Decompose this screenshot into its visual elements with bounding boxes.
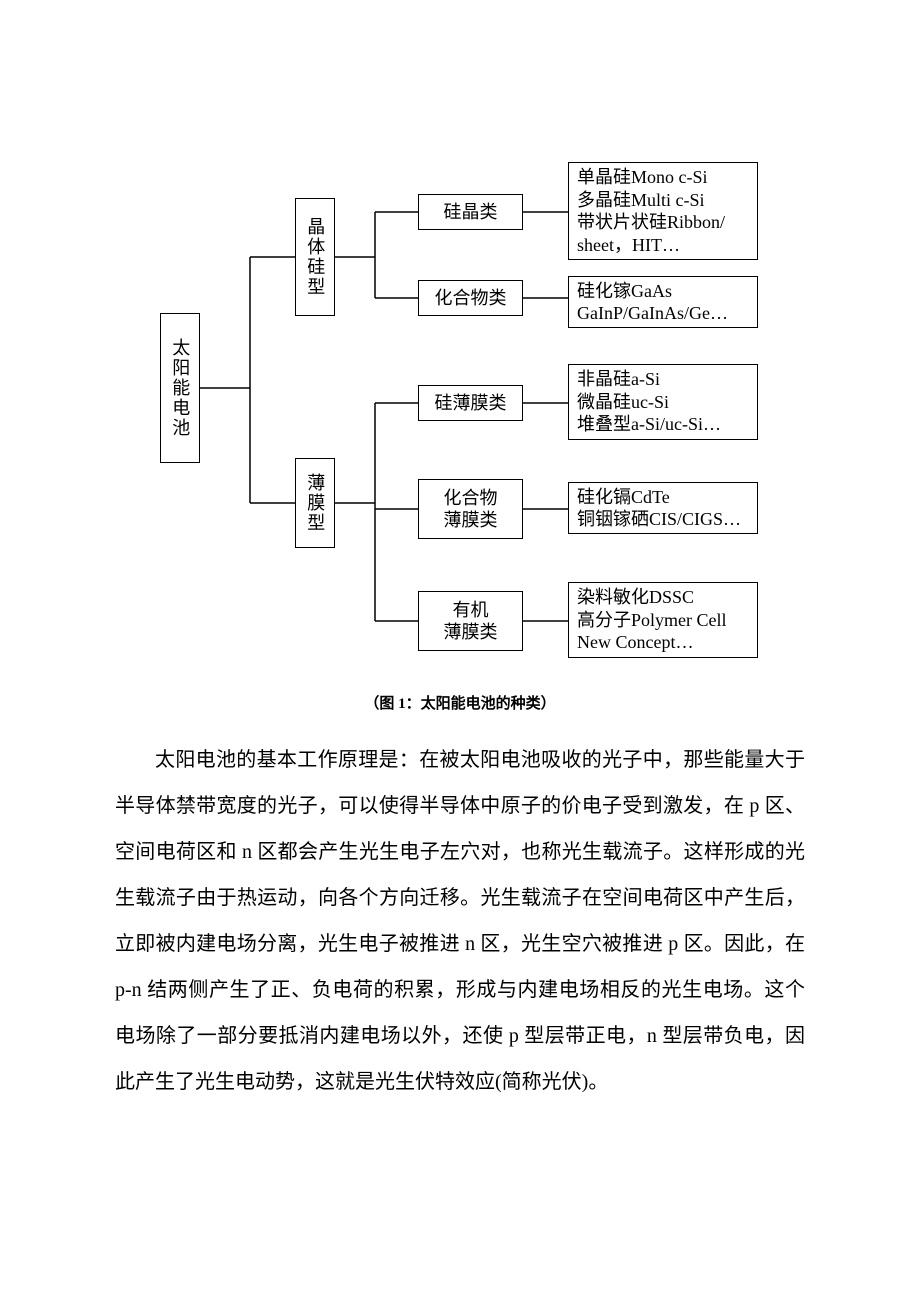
lf3-l0: 硅化镉CdTe: [577, 486, 741, 509]
lf1-l0: 硅化镓GaAs: [577, 280, 728, 303]
l2-3-line0: 化合物: [444, 488, 498, 508]
diagram-l1-1: 薄膜型: [295, 458, 335, 548]
lf0-l2: 带状片状硅Ribbon/: [577, 211, 725, 234]
lf4-l0: 染料敏化DSSC: [577, 586, 727, 609]
l2-4-line1: 薄膜类: [444, 622, 498, 642]
lf2-l2: 堆叠型a-Si/uc-Si…: [577, 413, 721, 436]
lf0-l1: 多晶硅Multi c-Si: [577, 189, 725, 212]
diagram-leaf-0: 单晶硅Mono c-Si 多晶硅Multi c-Si 带状片状硅Ribbon/ …: [568, 162, 758, 260]
solar-cell-diagram: 太阳能电池 晶体硅型 薄膜型 硅晶类 化合物类 硅薄膜类 化合物薄膜类 有机薄膜…: [160, 148, 760, 678]
diagram-leaf-3: 硅化镉CdTe 铜铟镓硒CIS/CIGS…: [568, 482, 758, 534]
lf3-l1: 铜铟镓硒CIS/CIGS…: [577, 508, 741, 531]
diagram-root: 太阳能电池: [160, 313, 200, 463]
lf0-l3: sheet，HIT…: [577, 234, 725, 257]
lf2-l0: 非晶硅a-Si: [577, 368, 721, 391]
diagram-l2-4: 有机薄膜类: [418, 591, 523, 651]
diagram-l2-2: 硅薄膜类: [418, 385, 523, 421]
diagram-leaf-2: 非晶硅a-Si 微晶硅uc-Si 堆叠型a-Si/uc-Si…: [568, 364, 758, 440]
lf1-l1: GaInP/GaInAs/Ge…: [577, 302, 728, 325]
lf4-l2: New Concept…: [577, 631, 727, 654]
l2-3-line1: 薄膜类: [444, 510, 498, 530]
diagram-leaf-4: 染料敏化DSSC 高分子Polymer Cell New Concept…: [568, 582, 758, 658]
diagram-leaf-1: 硅化镓GaAs GaInP/GaInAs/Ge…: [568, 276, 758, 328]
lf0-l0: 单晶硅Mono c-Si: [577, 166, 725, 189]
l2-4-line0: 有机: [453, 600, 489, 620]
diagram-l2-1: 化合物类: [418, 280, 523, 316]
diagram-l2-3: 化合物薄膜类: [418, 479, 523, 539]
figure-caption: （图 1：太阳能电池的种类）: [115, 692, 805, 713]
diagram-l2-0: 硅晶类: [418, 194, 523, 230]
diagram-l1-0: 晶体硅型: [295, 198, 335, 316]
body-paragraph: 太阳电池的基本工作原理是：在被太阳电池吸收的光子中，那些能量大于半导体禁带宽度的…: [115, 737, 805, 1105]
lf2-l1: 微晶硅uc-Si: [577, 391, 721, 414]
lf4-l1: 高分子Polymer Cell: [577, 609, 727, 632]
